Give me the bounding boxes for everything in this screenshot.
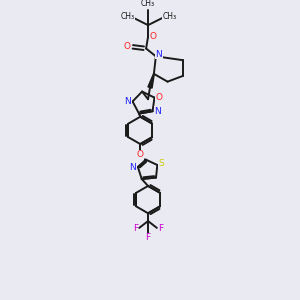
Text: F: F [158, 224, 163, 233]
Text: F: F [146, 233, 151, 242]
Text: O: O [123, 42, 130, 51]
Text: F: F [133, 224, 138, 233]
Text: O: O [156, 93, 163, 102]
Text: CH₃: CH₃ [121, 12, 135, 21]
Text: CH₃: CH₃ [162, 12, 177, 21]
Text: CH₃: CH₃ [141, 0, 155, 8]
Text: N: N [154, 107, 161, 116]
Text: O: O [149, 32, 156, 41]
Polygon shape [148, 74, 154, 88]
Text: N: N [130, 163, 136, 172]
Text: O: O [137, 150, 144, 159]
Text: N: N [124, 97, 131, 106]
Text: N: N [155, 50, 162, 59]
Text: S: S [158, 158, 164, 167]
